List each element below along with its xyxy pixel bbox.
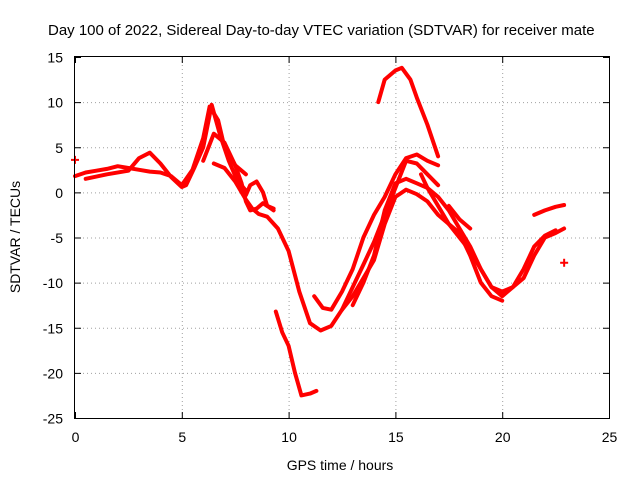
y-tick-label: -25 — [43, 411, 63, 427]
data-series — [71, 65, 569, 398]
series-arc-12 — [446, 203, 473, 231]
series-arc-8 — [340, 187, 505, 312]
x-tick-label: 20 — [495, 429, 511, 445]
x-tick-label: 0 — [72, 429, 80, 445]
grid-lines — [75, 57, 609, 418]
series-arc-13 — [532, 203, 567, 217]
plot-frame — [74, 56, 610, 419]
chart-title: Day 100 of 2022, Sidereal Day-to-day VTE… — [48, 22, 595, 39]
tick-labels: 0 5 10 15 20 25 -25 -20 -15 -10 -5 0 5 10 15 — [43, 50, 618, 446]
series-arc-2 — [83, 102, 248, 193]
series-arc-5 — [243, 179, 276, 213]
axis-ticks — [75, 57, 610, 419]
series-arc-9 — [350, 176, 567, 308]
series-arc-6 — [273, 309, 319, 398]
x-tick-label: 25 — [602, 429, 618, 445]
x-axis-title: GPS time / hours — [287, 457, 394, 473]
series-arc-4 — [211, 158, 441, 333]
y-tick-label: -20 — [43, 365, 63, 381]
y-tick-label: 10 — [47, 95, 63, 111]
x-tick-label: 15 — [388, 429, 404, 445]
y-tick-label: 5 — [55, 140, 63, 156]
point-marker — [560, 258, 569, 267]
y-axis-title: SDTVAR / TECUs — [7, 181, 23, 293]
x-tick-label: 10 — [281, 429, 297, 445]
y-tick-label: 15 — [47, 50, 63, 66]
series-arc-1 — [73, 104, 248, 188]
y-tick-label: -10 — [43, 275, 63, 291]
series-arc-10 — [376, 65, 441, 159]
series-arc-7 — [312, 152, 441, 312]
y-tick-label: -5 — [51, 230, 64, 246]
series-arc-11 — [419, 172, 558, 299]
x-tick-label: 5 — [178, 429, 186, 445]
y-tick-label: -15 — [43, 320, 63, 336]
y-tick-label: 0 — [55, 185, 63, 201]
